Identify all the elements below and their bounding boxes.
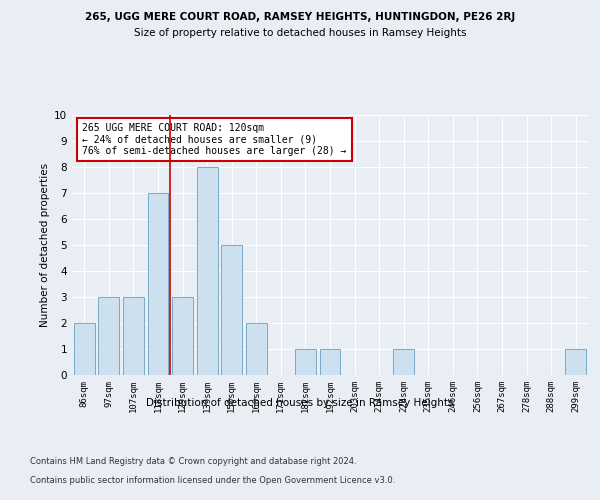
Bar [123,297,144,375]
Text: Contains HM Land Registry data © Crown copyright and database right 2024.: Contains HM Land Registry data © Crown c… [30,457,356,466]
Text: Size of property relative to detached houses in Ramsey Heights: Size of property relative to detached ho… [134,28,466,38]
Bar [393,349,414,375]
Bar [221,245,242,375]
Bar [172,297,193,375]
Bar [197,167,218,375]
Bar [246,323,267,375]
Text: Distribution of detached houses by size in Ramsey Heights: Distribution of detached houses by size … [146,398,454,407]
Bar [98,297,119,375]
Bar [295,349,316,375]
Bar [565,349,586,375]
Y-axis label: Number of detached properties: Number of detached properties [40,163,50,327]
Bar [148,193,169,375]
Text: Contains public sector information licensed under the Open Government Licence v3: Contains public sector information licen… [30,476,395,485]
Text: 265 UGG MERE COURT ROAD: 120sqm
← 24% of detached houses are smaller (9)
76% of : 265 UGG MERE COURT ROAD: 120sqm ← 24% of… [82,123,347,156]
Text: 265, UGG MERE COURT ROAD, RAMSEY HEIGHTS, HUNTINGDON, PE26 2RJ: 265, UGG MERE COURT ROAD, RAMSEY HEIGHTS… [85,12,515,22]
Bar [320,349,340,375]
Bar [74,323,95,375]
